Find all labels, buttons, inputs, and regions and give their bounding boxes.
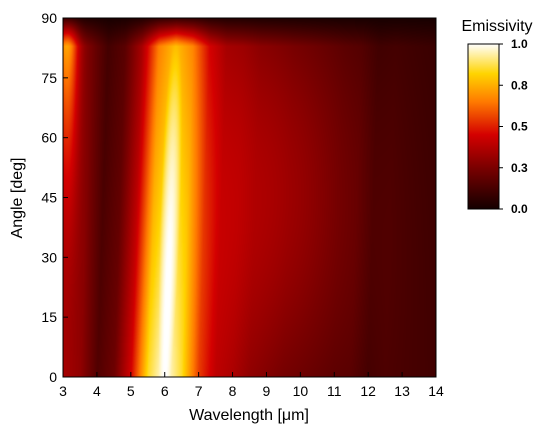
- x-tick-label: 6: [161, 383, 169, 399]
- y-tick-label: 45: [41, 190, 57, 206]
- x-tick-label: 4: [93, 383, 101, 399]
- colorbar: [467, 43, 500, 210]
- y-tick-label: 30: [41, 249, 57, 265]
- x-tick-label: 3: [59, 383, 67, 399]
- y-axis-title: Angle [deg]: [9, 158, 26, 239]
- y-tick-label: 75: [41, 70, 57, 86]
- x-tick-label: 9: [263, 383, 271, 399]
- x-axis-title: Wavelength [μm]: [189, 407, 309, 424]
- x-tick-label: 14: [428, 383, 444, 399]
- x-tick-label: 11: [327, 383, 342, 399]
- y-tick-label: 0: [49, 369, 57, 385]
- x-tick-label: 13: [394, 383, 410, 399]
- colorbar-title: Emissivity: [461, 18, 532, 35]
- x-axis-ticks: 3 4 5 6 7 8 9 10 11 12 13 14: [59, 372, 444, 399]
- y-axis-ticks: 0 15 30 45 60 75 90: [41, 10, 68, 385]
- x-tick-label: 8: [229, 383, 237, 399]
- colorbar-tick-label: 0.3: [511, 161, 528, 175]
- colorbar-ticks: 0.0 0.3 0.5 0.8 1.0: [499, 37, 528, 216]
- x-tick-label: 10: [293, 383, 309, 399]
- y-tick-label: 60: [41, 130, 57, 146]
- y-tick-label: 90: [41, 10, 57, 26]
- x-tick-label: 5: [127, 383, 135, 399]
- y-tick-label: 15: [41, 309, 57, 325]
- colorbar-tick-label: 0.8: [511, 78, 528, 92]
- colorbar-tick-label: 0.5: [511, 120, 528, 134]
- colorbar-tick-label: 0.0: [511, 202, 528, 216]
- x-tick-label: 7: [195, 383, 203, 399]
- heatmap-plot-area: [63, 18, 436, 377]
- colorbar-tick-label: 1.0: [511, 37, 528, 51]
- x-tick-label: 12: [360, 383, 376, 399]
